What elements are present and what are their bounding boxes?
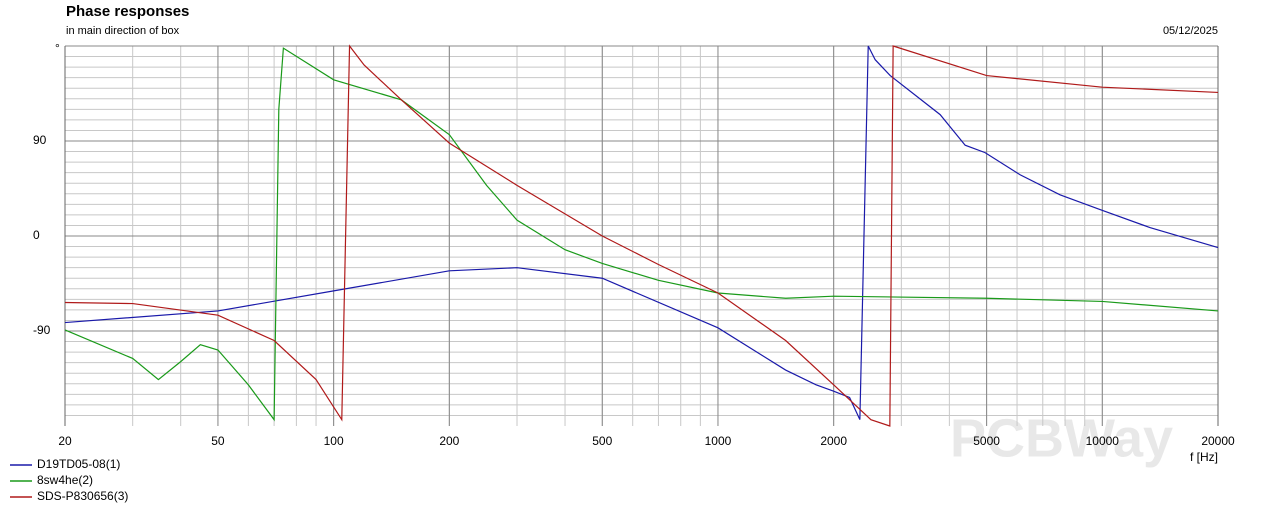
x-tick-label: 200 [439,434,459,448]
chart-title: Phase responses [66,3,189,20]
x-tick-label: 500 [592,434,612,448]
watermark: PCBWay [950,408,1173,468]
x-axis-label: f [Hz] [1190,450,1218,464]
date: 05/12/2025 [1163,25,1218,37]
y-tick-label: 0 [33,228,40,242]
x-tick-label: 100 [324,434,344,448]
x-tick-label: 5000 [973,434,1000,448]
x-tick-label: 2000 [820,434,847,448]
x-tick-label: 20000 [1201,434,1235,448]
x-tick-label: 1000 [705,434,732,448]
legend-label: D19TD05-08(1) [37,457,120,471]
series-line [64,47,1219,422]
y-tick-label: 90 [33,133,47,147]
legend-label: 8sw4he(2) [37,473,93,487]
y-tick-label: -90 [33,323,51,337]
chart-subtitle: in main direction of box [66,25,180,37]
legend-label: SDS-P830656(3) [37,489,128,503]
series-line [64,45,1219,420]
x-tick-label: 50 [211,434,225,448]
y-tick-label: ° [55,41,60,55]
x-tick-label: 20 [58,434,72,448]
x-tick-label: 10000 [1086,434,1120,448]
series-line [64,44,1219,427]
